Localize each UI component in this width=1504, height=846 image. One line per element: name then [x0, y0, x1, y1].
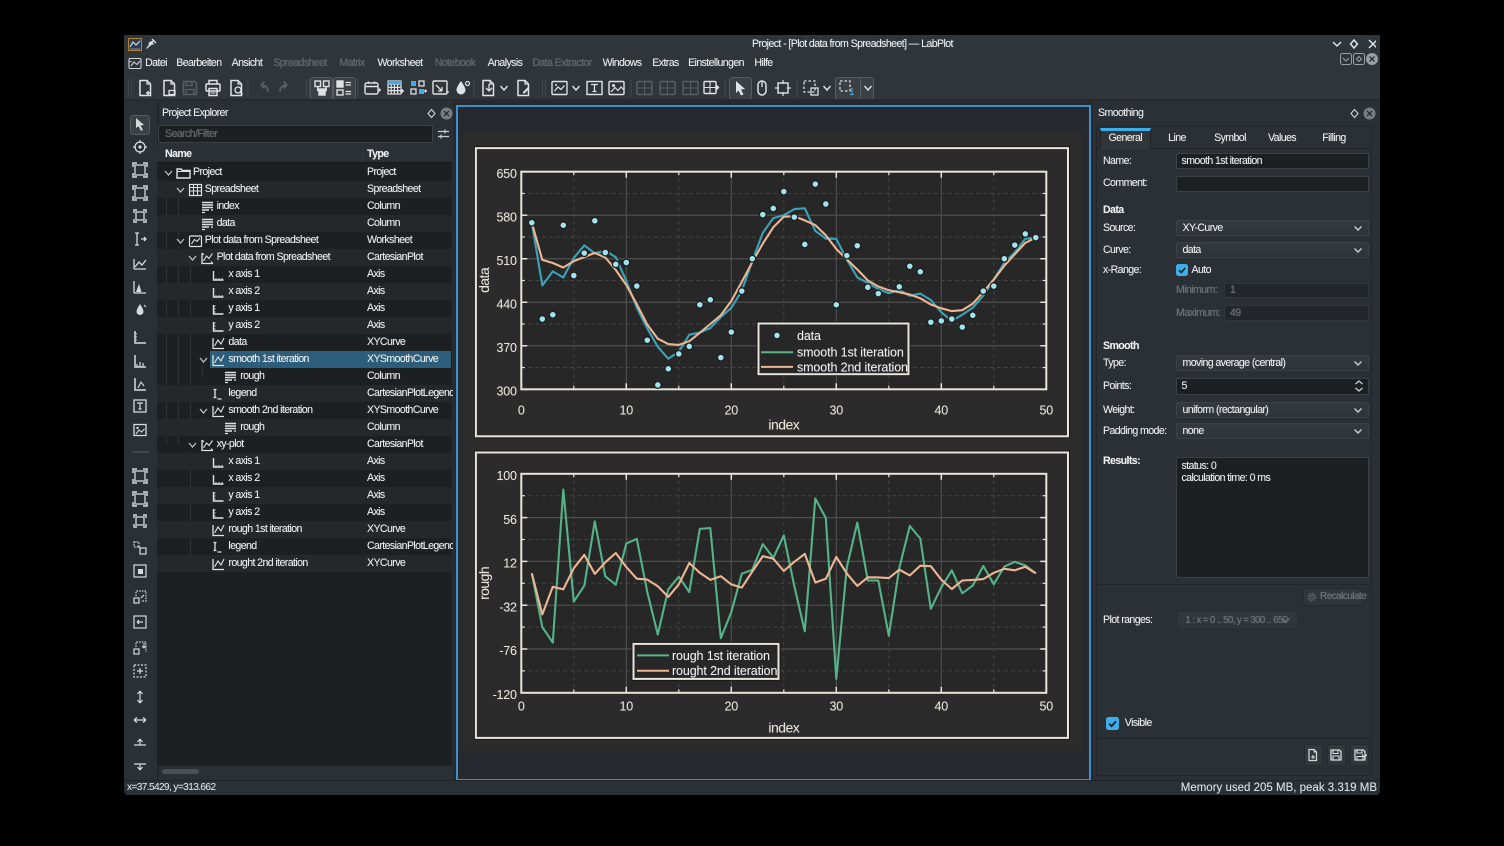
svg-text:580: 580	[497, 210, 518, 224]
svg-text:30: 30	[830, 699, 844, 713]
svg-text:12: 12	[503, 556, 517, 570]
svg-text:20: 20	[725, 699, 739, 713]
svg-text:30: 30	[830, 403, 844, 417]
svg-text:smooth 2nd iteration: smooth 2nd iteration	[797, 360, 908, 374]
svg-text:-76: -76	[499, 644, 517, 658]
svg-text:50: 50	[1040, 403, 1054, 417]
svg-text:1: 1	[849, 87, 855, 97]
svg-text:rough: rough	[476, 566, 492, 599]
svg-text:100: 100	[497, 469, 518, 483]
svg-text:50: 50	[1040, 699, 1054, 713]
svg-text:370: 370	[497, 341, 518, 355]
svg-text:56: 56	[503, 512, 517, 526]
svg-text:-120: -120	[493, 688, 517, 702]
svg-text:data: data	[476, 267, 492, 293]
svg-text:40: 40	[935, 699, 949, 713]
svg-text:10: 10	[620, 699, 634, 713]
svg-text:440: 440	[497, 297, 518, 311]
svg-text:data: data	[797, 328, 821, 342]
svg-text:rought 2nd iteration: rought 2nd iteration	[672, 664, 777, 678]
svg-text:650: 650	[497, 166, 518, 180]
svg-text:0: 0	[518, 699, 525, 713]
svg-text:smooth 1st iteration: smooth 1st iteration	[797, 345, 904, 359]
svg-text:rough 1st iteration: rough 1st iteration	[672, 648, 770, 662]
svg-text:510: 510	[497, 254, 518, 268]
svg-text:10: 10	[620, 403, 634, 417]
svg-text:0: 0	[518, 403, 525, 417]
svg-text:-32: -32	[499, 600, 517, 614]
svg-text:index: index	[768, 416, 799, 432]
svg-text:index: index	[768, 719, 799, 735]
svg-text:40: 40	[935, 403, 949, 417]
svg-text:300: 300	[497, 384, 518, 398]
svg-text:20: 20	[725, 403, 739, 417]
